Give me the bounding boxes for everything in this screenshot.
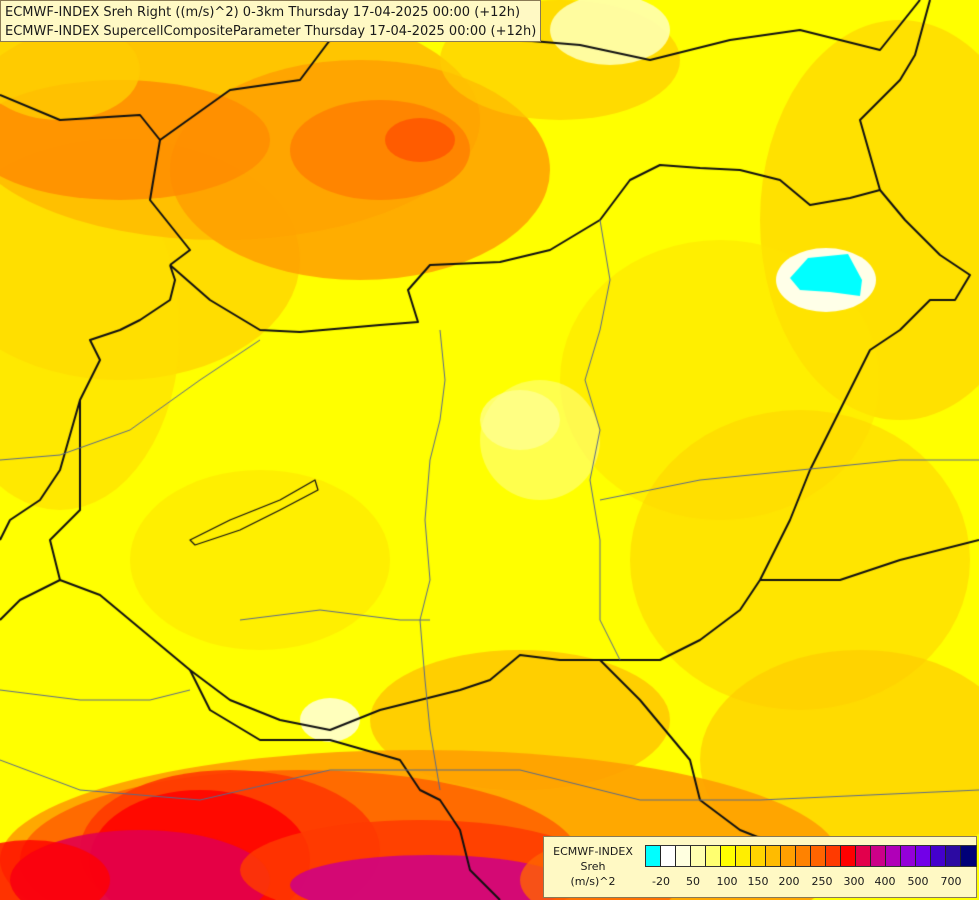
legend-swatch: [661, 846, 676, 866]
legend-swatch: [916, 846, 931, 866]
legend-swatch: [901, 846, 916, 866]
legend-swatch: [811, 846, 826, 866]
legend-swatch: [706, 846, 721, 866]
legend-color-bar: [645, 845, 977, 867]
legend-swatch: [961, 846, 976, 866]
legend-swatch: [871, 846, 886, 866]
legend-unit: (m/s)^2: [570, 875, 616, 888]
legend-tick-label: 50: [686, 875, 700, 888]
legend-swatch: [781, 846, 796, 866]
legend-swatch: [826, 846, 841, 866]
legend-swatch: [931, 846, 946, 866]
legend-source: ECMWF-INDEX: [553, 845, 633, 858]
title-line-sreh: ECMWF-INDEX Sreh Right ((m/s)^2) 0-3km T…: [5, 5, 521, 20]
legend-tick-label: 400: [874, 875, 896, 888]
legend-tick-label: 250: [811, 875, 833, 888]
legend-swatch: [796, 846, 811, 866]
legend-tick-label: 200: [778, 875, 800, 888]
legend-tick-label: 700: [940, 875, 962, 888]
legend-tick-label: -20: [652, 875, 670, 888]
legend-swatch: [721, 846, 736, 866]
legend-swatch: [856, 846, 871, 866]
legend-swatch: [886, 846, 901, 866]
legend-field: Sreh: [580, 860, 606, 873]
legend-label: ECMWF-INDEX Sreh (m/s)^2: [544, 844, 642, 889]
legend-tick-label: 300: [843, 875, 865, 888]
legend-tick-label: 100: [716, 875, 738, 888]
legend-swatch: [766, 846, 781, 866]
legend-swatch: [646, 846, 661, 866]
legend-tick-label: 500: [907, 875, 929, 888]
legend-swatch: [691, 846, 706, 866]
legend-swatch: [841, 846, 856, 866]
legend-tick-label: 150: [747, 875, 769, 888]
map-title-box: ECMWF-INDEX Sreh Right ((m/s)^2) 0-3km T…: [0, 0, 541, 42]
title-line-scp: ECMWF-INDEX SupercellCompositeParameter …: [5, 24, 537, 39]
legend-swatch: [751, 846, 766, 866]
color-legend: ECMWF-INDEX Sreh (m/s)^2 -20 50 100 150 200 2…: [543, 836, 977, 898]
legend-swatch: [736, 846, 751, 866]
legend-swatch: [676, 846, 691, 866]
legend-swatch: [946, 846, 961, 866]
